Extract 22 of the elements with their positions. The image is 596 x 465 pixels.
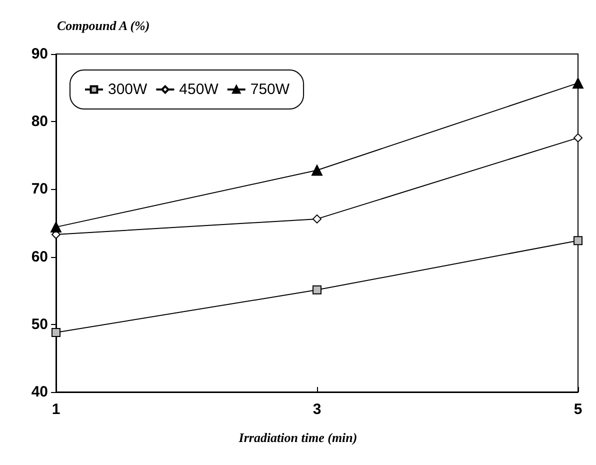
legend-label: 450W [179,81,220,98]
x-tick-label: 3 [312,401,322,418]
point [574,236,582,246]
y-tick-label: 40 [31,384,48,400]
y-tick-label: 70 [31,180,48,198]
y-axis-title: Compound A (%) [57,18,150,33]
legend-label: 750W [250,81,290,98]
y-tick-label: 80 [31,113,48,130]
point [50,222,62,233]
x-tick-label: 5 [574,401,582,418]
x-axis-title: Irradiation time (min) [238,430,358,445]
legend-label: 300W [108,81,148,98]
point [312,164,322,176]
x-tick-label: 1 [52,401,60,418]
point [312,214,322,224]
point [312,285,322,294]
y-tick-label: 90 [31,46,48,62]
y-tick-label: 60 [31,248,48,266]
y-tick-label: 50 [31,316,48,333]
point [572,78,584,89]
point [574,133,582,142]
point [52,328,60,338]
